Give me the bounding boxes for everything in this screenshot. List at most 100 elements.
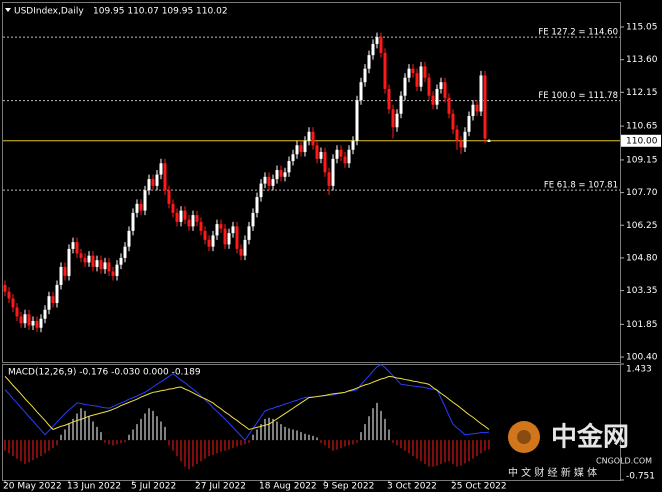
- collapse-icon[interactable]: [5, 8, 11, 12]
- candle-body: [223, 228, 227, 245]
- candle-body: [107, 262, 111, 272]
- candle-body: [279, 170, 283, 177]
- candle-body: [103, 262, 107, 270]
- candle-body: [247, 226, 251, 240]
- y-tick-label: 100.40: [626, 353, 658, 363]
- y-tick-label: -0.751: [626, 472, 655, 482]
- y-tick-label: 1.433: [626, 365, 652, 375]
- candle-body: [351, 140, 355, 150]
- candle-body: [91, 255, 95, 267]
- candle-body: [67, 248, 71, 276]
- candle-body: [475, 104, 479, 112]
- x-tick-label: 18 Aug 2022: [259, 482, 317, 492]
- x-tick-label: 9 Sep 2022: [323, 482, 374, 492]
- logo-inner: [517, 430, 531, 444]
- site: CNGOLD.COM: [596, 457, 652, 466]
- candle-body: [99, 260, 103, 270]
- candle-body: [191, 215, 195, 227]
- candle-body: [215, 224, 219, 236]
- x-tick-label: 13 Jun 2022: [67, 482, 121, 492]
- candle-body: [219, 224, 223, 229]
- price-label-box: [621, 134, 661, 147]
- candle-body: [335, 149, 339, 159]
- candle-body: [139, 203, 143, 211]
- candle-body: [51, 296, 55, 303]
- candle-body: [239, 248, 243, 256]
- candle-body: [359, 82, 363, 101]
- candle-body: [199, 221, 203, 231]
- candle-body: [343, 156, 347, 164]
- candle-body: [327, 172, 331, 186]
- y-tick-label: 103.35: [626, 286, 658, 296]
- candle-body: [167, 190, 171, 204]
- candle-body: [339, 149, 343, 157]
- indicator-line: [4, 375, 490, 431]
- candle-body: [471, 104, 475, 116]
- candle-body: [443, 82, 447, 98]
- y-tick-label: 106.25: [626, 221, 658, 231]
- candle-body: [355, 100, 359, 141]
- candle-body: [207, 239, 211, 247]
- fib-label: FE 127.2 = 114.60: [538, 28, 618, 38]
- candle-body: [251, 212, 255, 227]
- candle-body: [487, 140, 491, 142]
- candle-body: [259, 183, 263, 198]
- indicator-line: [4, 364, 490, 441]
- candle-body: [295, 145, 299, 155]
- candle-body: [375, 37, 379, 44]
- candle-body: [55, 284, 59, 303]
- x-tick-label: 27 Jul 2022: [195, 482, 246, 492]
- candle-body: [171, 203, 175, 213]
- candle-body: [427, 77, 431, 96]
- candle-body: [47, 296, 51, 310]
- candle-body: [115, 264, 119, 276]
- x-tick-label: 3 Oct 2022: [387, 482, 437, 492]
- candle-body: [387, 88, 391, 110]
- candle-body: [299, 145, 303, 153]
- candle-body: [211, 235, 215, 247]
- candle-body: [303, 140, 307, 153]
- candle-body: [83, 257, 87, 263]
- candle-body: [39, 318, 43, 328]
- candle-body: [11, 298, 15, 308]
- candle-body: [3, 284, 7, 292]
- candle-body: [347, 149, 351, 164]
- candle-body: [143, 190, 147, 211]
- candle-body: [287, 161, 291, 173]
- y-tick-label: 112.15: [626, 88, 658, 98]
- candle-body: [155, 174, 159, 186]
- candle-body: [63, 266, 67, 276]
- candle-body: [451, 113, 455, 130]
- candle-body: [271, 179, 275, 186]
- candle-body: [419, 66, 423, 87]
- candle-body: [187, 219, 191, 227]
- candle-body: [411, 68, 415, 74]
- candle-body: [315, 145, 319, 159]
- candle-body: [371, 43, 375, 56]
- candle-body: [363, 68, 367, 83]
- y-tick-label: 104.80: [626, 253, 658, 263]
- y-tick-label: 107.70: [626, 188, 658, 198]
- y-tick-label: 110.65: [626, 122, 658, 132]
- candle-body: [479, 75, 483, 112]
- candle-body: [59, 266, 63, 285]
- fib-label: FE 100.0 = 111.78: [538, 91, 618, 101]
- candle-body: [43, 309, 47, 319]
- candle-body: [319, 152, 323, 159]
- candle-body: [123, 246, 127, 258]
- logo-circle: [508, 421, 540, 453]
- candle-body: [415, 73, 419, 87]
- candle-body: [35, 320, 39, 328]
- candle-body: [175, 212, 179, 222]
- fib-label: FE 61.8 = 107.81: [544, 181, 618, 191]
- candle-body: [379, 37, 383, 53]
- candle-body: [159, 163, 163, 175]
- candle-body: [75, 242, 79, 254]
- candle-body: [19, 316, 23, 324]
- candle-body: [431, 95, 435, 105]
- candle-body: [399, 95, 403, 114]
- candle-body: [87, 255, 91, 263]
- candle-body: [179, 210, 183, 222]
- ohlc-readout: 109.95 110.07 109.95 110.02: [93, 7, 228, 17]
